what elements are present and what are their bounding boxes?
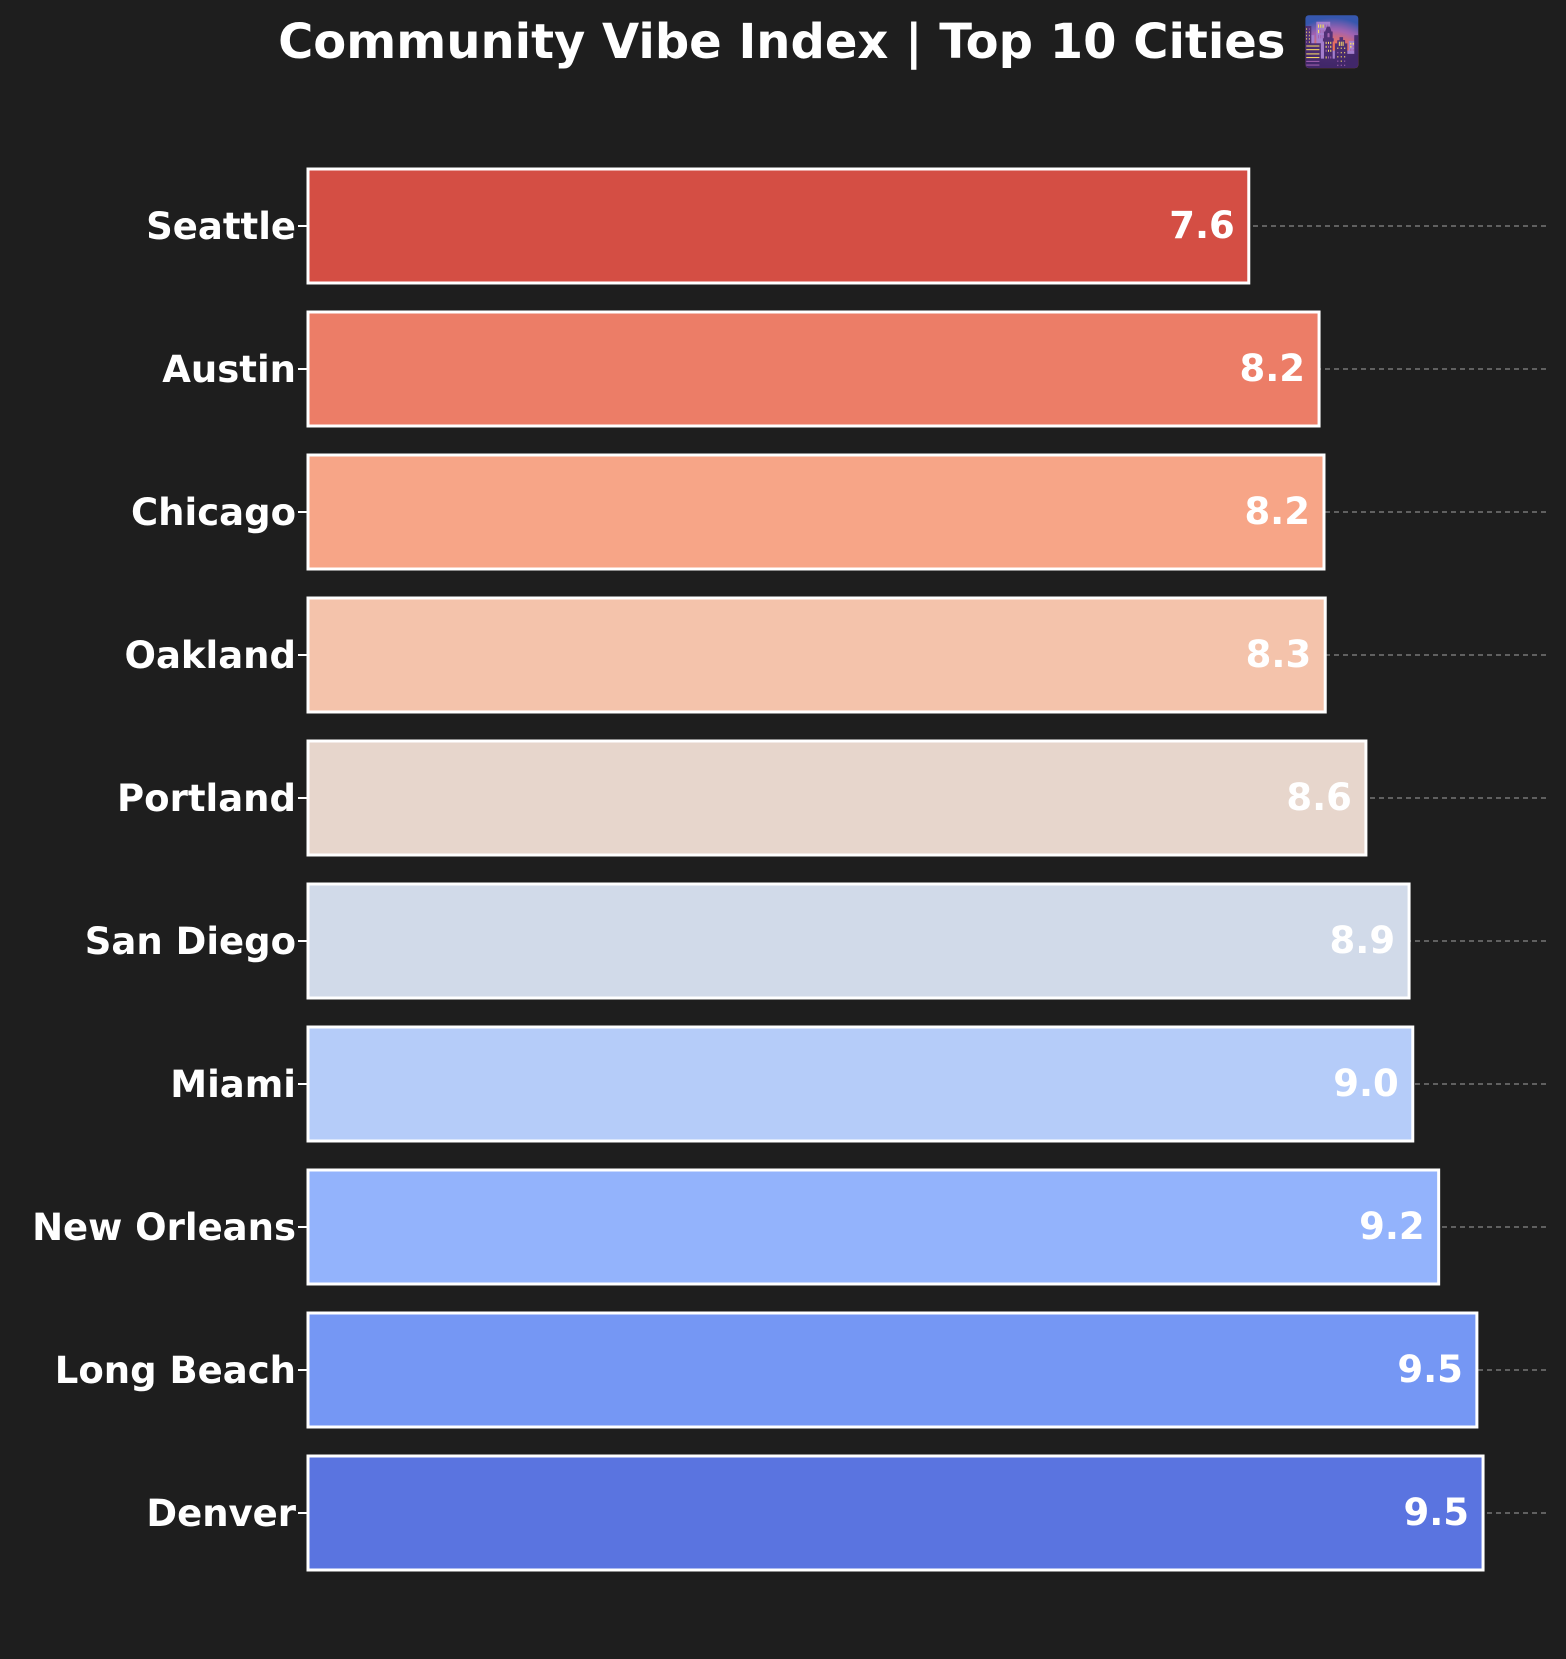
y-tick-label: Miami: [170, 1063, 296, 1106]
data-label: 8.2: [1240, 347, 1306, 390]
bar: [306, 1025, 1415, 1143]
data-label: 8.9: [1330, 919, 1396, 962]
y-tick-label: Long Beach: [55, 1349, 296, 1392]
y-tick-label: Austin: [162, 348, 296, 391]
data-label: 9.5: [1397, 1348, 1463, 1391]
y-tick-label: Oakland: [124, 634, 296, 677]
bar: [306, 1311, 1479, 1429]
data-label: 8.3: [1246, 633, 1312, 676]
bar: [306, 310, 1321, 428]
bar: [306, 596, 1327, 714]
data-label: 7.6: [1169, 204, 1235, 247]
y-tick-label: Seattle: [146, 205, 296, 248]
y-tick-label: Chicago: [131, 491, 296, 534]
data-label: 9.2: [1359, 1205, 1425, 1248]
data-label: 9.5: [1404, 1491, 1470, 1534]
y-tick-label: Portland: [117, 777, 296, 820]
y-tick-label: New Orleans: [32, 1206, 296, 1249]
y-tick-label: San Diego: [85, 920, 296, 963]
bar: [306, 167, 1251, 285]
bar: [306, 882, 1411, 1000]
chart-title: Community Vibe Index | Top 10 Cities 🌆: [278, 14, 1362, 70]
data-label: 8.2: [1244, 490, 1310, 533]
bar: [306, 739, 1368, 857]
bar: [306, 453, 1326, 571]
y-tick-label: Denver: [146, 1492, 296, 1535]
data-label: 9.0: [1333, 1062, 1399, 1105]
bar: [306, 1454, 1485, 1572]
bar: [306, 1168, 1441, 1286]
data-label: 8.6: [1286, 776, 1352, 819]
